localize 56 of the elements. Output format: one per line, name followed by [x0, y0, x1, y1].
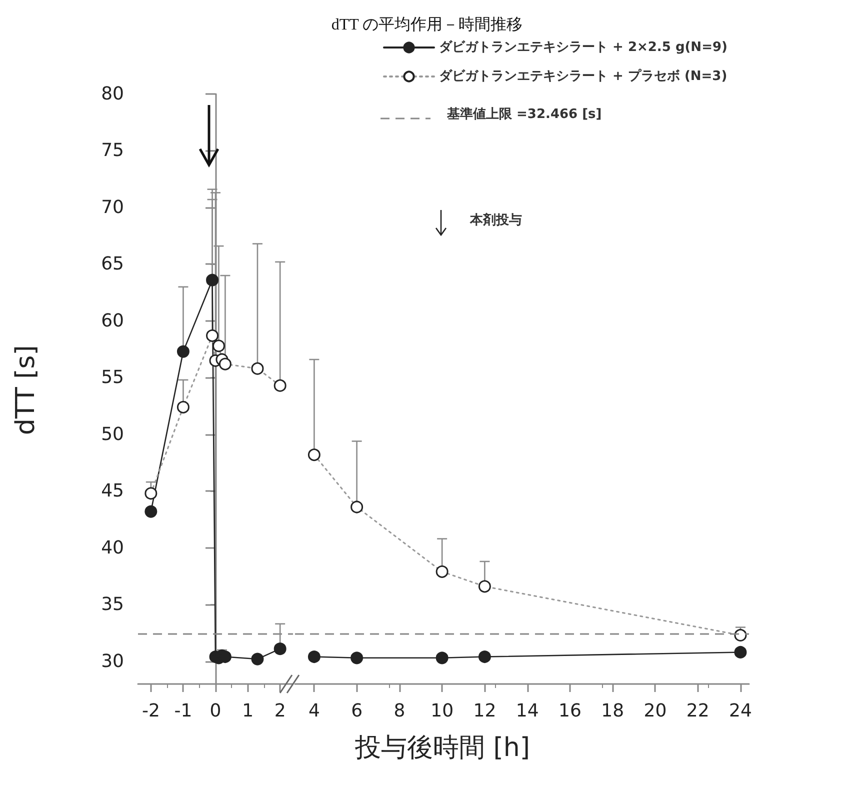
point: [144, 505, 158, 518]
y-tick-label: 35: [101, 594, 124, 616]
legend-label: ダビガトランエテキシラート + プラセボ (N=3): [439, 68, 728, 84]
x-tick-label: 6: [351, 700, 363, 722]
x-tick-label: 2: [274, 700, 286, 722]
point: [206, 329, 219, 342]
point: [212, 340, 225, 352]
point: [350, 652, 364, 664]
y-tick-label: 45: [101, 480, 124, 502]
point: [274, 379, 286, 392]
point: [436, 565, 448, 578]
y-tick-label: 80: [101, 84, 124, 104]
x-tick-label: -1: [174, 700, 192, 722]
legend-label: 基準値上限 =32.466 [s]: [446, 107, 602, 122]
point: [734, 646, 747, 658]
point: [734, 628, 747, 642]
legend-label: ダビガトランエテキシラート + 2×2.5 g(N=9): [439, 40, 728, 55]
y-tick-label: 55: [101, 367, 124, 388]
point: [478, 650, 491, 664]
y-tick-label: 30: [101, 650, 124, 672]
y-tick-label: 65: [101, 254, 124, 275]
x-tick-label: -2: [142, 700, 160, 722]
annotation: 本剤投与: [469, 212, 522, 228]
x-tick-label: 1: [242, 700, 254, 722]
x-axis-title: 投与後時間 [h]: [354, 733, 530, 763]
x-tick-label: 22: [686, 700, 710, 722]
y-tick-label: 50: [101, 424, 124, 445]
x-tick-label: 24: [729, 700, 752, 722]
x-tick-label: 0: [210, 700, 222, 722]
point: [206, 274, 219, 286]
y-axis-title: dTT [s]: [11, 345, 41, 435]
point: [274, 642, 286, 656]
point: [478, 580, 491, 593]
point: [176, 400, 190, 414]
x-tick-label: 16: [558, 700, 582, 722]
y-tick-label: 75: [101, 140, 124, 162]
point: [251, 652, 264, 666]
x-tick-label: 4: [308, 700, 320, 722]
point: [436, 652, 448, 664]
chart-title: dTT の平均作用－時間推移: [331, 16, 523, 34]
x-tick-label: 10: [430, 700, 454, 722]
point: [176, 345, 190, 358]
x-tick-label: 12: [473, 700, 496, 722]
x-tick-label: 14: [516, 700, 539, 722]
point: [308, 448, 320, 462]
point: [350, 500, 364, 514]
point: [308, 650, 320, 664]
point: [218, 358, 232, 370]
y-tick-label: 60: [101, 310, 124, 332]
x-tick-label: 20: [644, 700, 667, 722]
y-tick-label: 40: [101, 537, 124, 558]
point: [251, 362, 264, 375]
x-tick-label: 18: [601, 700, 624, 722]
point: [144, 487, 158, 500]
y-tick-label: 70: [101, 196, 124, 218]
x-tick-label: 8: [394, 700, 406, 722]
